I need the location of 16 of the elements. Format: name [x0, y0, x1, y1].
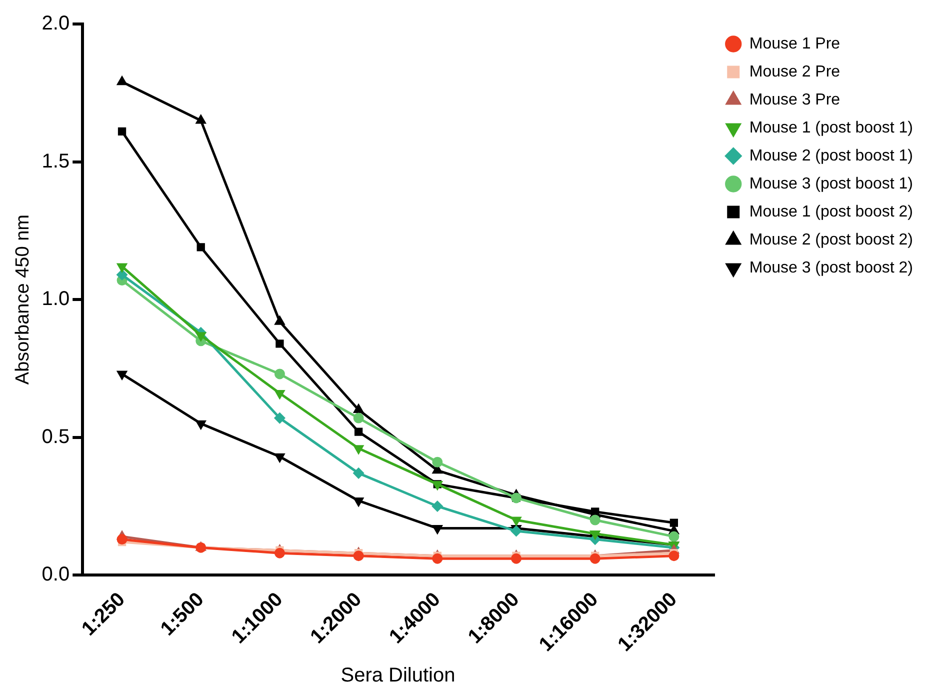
y-tick-label: 1.5 — [42, 150, 70, 172]
y-tick-label: 0.0 — [42, 564, 70, 586]
legend-label: Mouse 2 (post boost 2) — [749, 231, 913, 248]
legend-label: Mouse 1 (post boost 2) — [749, 203, 913, 220]
legend-label: Mouse 3 (post boost 1) — [749, 175, 913, 192]
legend-label: Mouse 2 Pre — [749, 63, 840, 80]
legend-label: Mouse 1 (post boost 1) — [749, 119, 913, 136]
x-axis-title: Sera Dilution — [340, 664, 456, 687]
legend-label: Mouse 3 (post boost 2) — [749, 259, 913, 276]
legend-label: Mouse 1 Pre — [749, 35, 840, 52]
legend-label: Mouse 2 (post boost 1) — [749, 147, 913, 164]
y-tick-label: 0.5 — [42, 426, 70, 448]
y-tick-label: 1.0 — [42, 288, 70, 310]
y-tick-label: 2.0 — [42, 12, 70, 35]
y-axis-title: Absorbance 450 nm — [12, 214, 34, 385]
legend-label: Mouse 3 Pre — [749, 91, 840, 108]
